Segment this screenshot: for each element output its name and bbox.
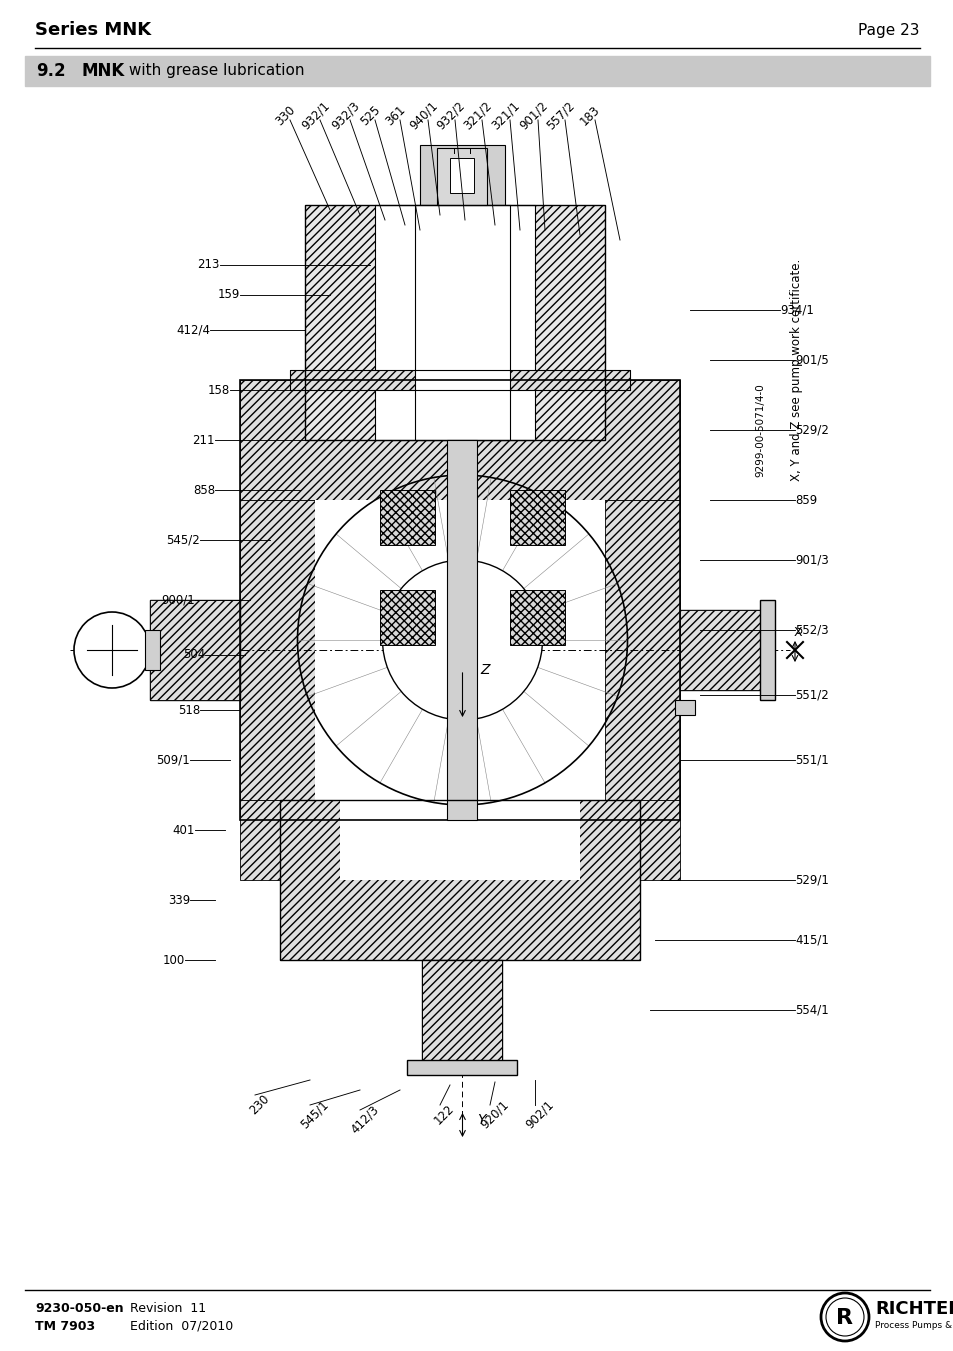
- Text: 557/2: 557/2: [543, 99, 577, 132]
- Text: RICHTER: RICHTER: [874, 1300, 953, 1319]
- Text: Edition  07/2010: Edition 07/2010: [130, 1320, 233, 1332]
- Bar: [604, 500, 679, 800]
- Bar: [240, 500, 314, 800]
- Text: 100: 100: [163, 954, 185, 966]
- Text: 9299-00-5071/4-0: 9299-00-5071/4-0: [754, 384, 764, 477]
- Text: 934/1: 934/1: [780, 304, 813, 316]
- Bar: [375, 205, 535, 440]
- Bar: [379, 490, 435, 544]
- Circle shape: [821, 1293, 868, 1342]
- Text: Series MNK: Series MNK: [35, 22, 151, 39]
- Text: 9230-050-en: 9230-050-en: [35, 1301, 124, 1315]
- Text: 412/3: 412/3: [348, 1102, 381, 1136]
- Bar: [675, 700, 695, 715]
- Text: 330: 330: [273, 103, 297, 128]
- Text: 920/1: 920/1: [477, 1098, 511, 1131]
- Text: 940/1: 940/1: [406, 99, 439, 132]
- Bar: [447, 440, 477, 820]
- Text: 545/1: 545/1: [297, 1098, 331, 1131]
- Text: Process Pumps & Valves: Process Pumps & Valves: [874, 1321, 953, 1331]
- Text: 339: 339: [168, 893, 190, 907]
- Text: with grease lubrication: with grease lubrication: [124, 63, 304, 78]
- Bar: [379, 590, 435, 644]
- Text: 183: 183: [578, 103, 602, 128]
- Text: MNK: MNK: [82, 62, 125, 80]
- Bar: [407, 1061, 517, 1075]
- Bar: [240, 380, 679, 820]
- Text: 932/3: 932/3: [329, 99, 361, 132]
- Bar: [535, 205, 604, 440]
- Text: 412/4: 412/4: [175, 323, 210, 336]
- Text: 529/2: 529/2: [794, 423, 828, 436]
- Text: Z: Z: [480, 663, 490, 677]
- Text: 122: 122: [432, 1102, 456, 1127]
- Circle shape: [74, 612, 150, 688]
- Text: 518: 518: [177, 704, 200, 716]
- Text: 321/2: 321/2: [460, 99, 494, 132]
- Text: 901/3: 901/3: [794, 554, 828, 566]
- Text: 321/1: 321/1: [488, 99, 521, 132]
- Text: 901/5: 901/5: [794, 354, 828, 366]
- Bar: [510, 490, 564, 544]
- Text: TM 7903: TM 7903: [35, 1320, 95, 1332]
- Text: 158: 158: [208, 384, 230, 396]
- Bar: [280, 800, 639, 961]
- Text: 900/1: 900/1: [161, 593, 194, 607]
- Bar: [240, 380, 679, 500]
- Text: 859: 859: [794, 493, 817, 507]
- Bar: [290, 370, 629, 390]
- Text: 213: 213: [197, 258, 220, 272]
- Bar: [145, 630, 160, 670]
- Text: 932/1: 932/1: [298, 99, 332, 132]
- Text: 159: 159: [217, 289, 240, 301]
- Bar: [422, 961, 502, 1061]
- Bar: [679, 611, 760, 690]
- Text: 525: 525: [357, 103, 382, 128]
- Text: 552/3: 552/3: [794, 624, 828, 636]
- Bar: [422, 961, 502, 1061]
- Bar: [240, 800, 679, 880]
- Text: 901/2: 901/2: [517, 99, 549, 132]
- Bar: [150, 600, 240, 700]
- Bar: [305, 205, 375, 440]
- Text: 504: 504: [183, 648, 205, 662]
- Bar: [510, 590, 564, 644]
- Text: 529/1: 529/1: [794, 874, 828, 886]
- Text: 551/1: 551/1: [794, 754, 828, 766]
- Bar: [415, 205, 510, 440]
- Text: 902/1: 902/1: [522, 1098, 556, 1131]
- Text: 509/1: 509/1: [156, 754, 190, 766]
- Text: 9.2: 9.2: [36, 62, 66, 80]
- Bar: [314, 500, 604, 800]
- Bar: [25, 55, 929, 86]
- Text: 554/1: 554/1: [794, 1004, 828, 1016]
- Text: Y: Y: [477, 1113, 485, 1127]
- Text: 230: 230: [247, 1092, 272, 1117]
- Bar: [150, 600, 240, 700]
- Text: X: X: [793, 626, 801, 639]
- Bar: [305, 205, 604, 440]
- Text: 211: 211: [193, 434, 214, 446]
- Circle shape: [382, 561, 542, 720]
- Text: 401: 401: [172, 824, 194, 836]
- Text: R: R: [836, 1308, 853, 1328]
- Bar: [419, 145, 504, 205]
- Text: X, Y and Z see pump work certificate.: X, Y and Z see pump work certificate.: [789, 259, 802, 481]
- Text: 545/2: 545/2: [166, 534, 200, 547]
- Bar: [290, 370, 629, 390]
- Bar: [760, 600, 774, 700]
- Bar: [280, 800, 639, 961]
- Text: Page 23: Page 23: [858, 23, 919, 38]
- Text: 858: 858: [193, 484, 214, 497]
- Bar: [679, 611, 760, 690]
- Text: Revision  11: Revision 11: [130, 1301, 206, 1315]
- Text: 932/2: 932/2: [434, 99, 466, 132]
- Text: 361: 361: [382, 103, 408, 128]
- Bar: [437, 149, 487, 205]
- Bar: [450, 158, 474, 193]
- Bar: [339, 800, 579, 880]
- Text: 415/1: 415/1: [794, 934, 828, 947]
- Text: 551/2: 551/2: [794, 689, 828, 701]
